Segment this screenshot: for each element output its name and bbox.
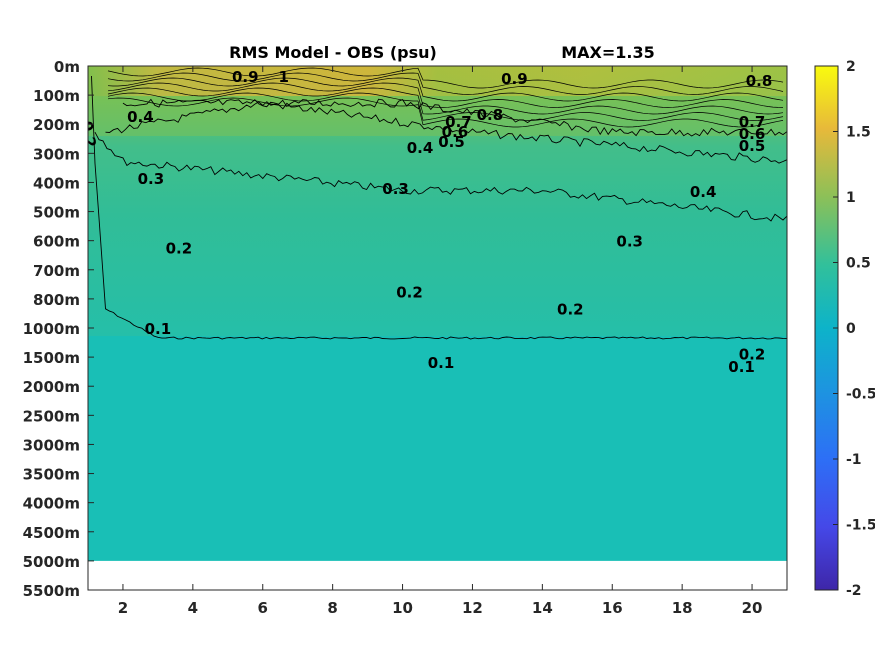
x-tick-label: 4 <box>188 599 198 617</box>
colorbar-tick-label: -2 <box>846 583 862 599</box>
colorbar-tick-label: 1 <box>846 190 856 206</box>
contour-label: 0.5 <box>438 133 465 151</box>
contour-label: 0.3 <box>382 180 409 198</box>
x-tick-label: 18 <box>672 599 693 617</box>
contour-line-0.2 <box>94 132 787 222</box>
colorbar-tick-label: -1 <box>846 452 862 468</box>
y-tick-label: 500m <box>33 204 80 222</box>
colorbar-ticks: 2 1.5 1 0.5 0 -0.5 -1 -1.5 -2 <box>833 59 875 599</box>
y-tick-label: 2500m <box>23 407 80 425</box>
y-tick-label: 1500m <box>23 349 80 367</box>
surface-contour <box>107 72 784 95</box>
contour-label: 0.4 <box>127 108 154 126</box>
y-tick-label: 5500m <box>23 582 80 600</box>
surface-contour <box>107 97 784 128</box>
contour-label: 0.9 <box>232 68 259 86</box>
contour-labels: 0.9 10.40.20.30.70.60.50.80.90.40.30.20.2… <box>77 68 773 376</box>
surface-contour <box>107 92 784 121</box>
x-tick-label: 20 <box>742 599 763 617</box>
surface-contour <box>107 77 784 102</box>
y-tick-label: 700m <box>33 262 80 280</box>
y-tick-label: 5000m <box>23 553 80 571</box>
y-tick-label: 4000m <box>23 495 80 513</box>
field-subsurface <box>88 96 787 136</box>
field-deep <box>88 336 787 561</box>
contour-line-0.1 <box>91 75 787 340</box>
contour-label: 0.2 <box>77 120 99 149</box>
x-tick-label: 16 <box>602 599 623 617</box>
contour-label: 1 <box>279 68 289 86</box>
field-upper <box>88 66 787 336</box>
contour-label: 0.2 <box>396 283 423 301</box>
colorbar-tick-label: -1.5 <box>846 518 875 534</box>
contour-label: 0.3 <box>616 232 643 250</box>
chart-title: RMS Model - OBS (psu) <box>229 43 437 62</box>
x-tick-label: 10 <box>392 599 413 617</box>
x-tick-label: 8 <box>327 599 337 617</box>
contour-line-0.3 <box>105 101 787 164</box>
no-data-region <box>88 560 787 561</box>
y-tick-label: 200m <box>33 116 80 134</box>
contour-label: 0.6 <box>442 123 469 141</box>
colorbar-tick-label: 0 <box>846 321 856 337</box>
y-axis: 0m 100m 200m 300m 400m 500m 600m 700m 800m 1000m 1… <box>23 58 94 600</box>
colorbar-tick-label: 0.5 <box>846 256 871 272</box>
x-tick-label: 12 <box>462 599 483 617</box>
contour-label: 0.7 <box>739 113 766 131</box>
y-tick-label: 600m <box>33 233 80 251</box>
y-tick-label: 1000m <box>23 320 80 338</box>
chart-max-annotation: MAX=1.35 <box>561 43 655 62</box>
heatmap-field: 0.9 10.40.20.30.70.60.50.80.90.40.30.20.2… <box>77 66 787 561</box>
contour-label: 0.8 <box>477 106 504 124</box>
colorbar-tick-label: -0.5 <box>846 387 875 403</box>
y-tick-label: 2000m <box>23 378 80 396</box>
x-axis: 2 4 6 8 10 12 14 16 18 20 <box>118 66 763 617</box>
contour-label: 0.9 <box>501 70 528 88</box>
contour-label: 0.1 <box>145 320 172 338</box>
x-tick-label: 6 <box>258 599 268 617</box>
contour-label: 0.8 <box>746 72 773 90</box>
surface-contour <box>107 87 784 115</box>
contour-label: 0.6 <box>739 125 766 143</box>
colorbar-tick-label: 1.5 <box>846 125 871 141</box>
contour-label: 0.4 <box>690 183 717 201</box>
contour-label: 0.3 <box>138 170 165 188</box>
y-tick-label: 4500m <box>23 524 80 542</box>
surface-contour <box>107 82 784 108</box>
y-tick-label: 0m <box>54 58 80 76</box>
contour-label: 0.7 <box>445 113 472 131</box>
y-tick-label: 3000m <box>23 436 80 454</box>
y-tick-label: 3500m <box>23 466 80 484</box>
y-tick-label: 800m <box>33 291 80 309</box>
contour-lines <box>91 67 787 340</box>
colorbar-tick-label: 2 <box>846 59 856 75</box>
x-tick-label: 14 <box>532 599 553 617</box>
contour-label: 0.1 <box>728 358 755 376</box>
contour-label: 0.2 <box>166 239 193 257</box>
contour-label: 0.5 <box>739 137 766 155</box>
contour-label: 0.4 <box>407 139 434 157</box>
contour-label: 0.1 <box>428 354 455 372</box>
contour-label: 0.2 <box>739 346 766 364</box>
x-tick-label: 2 <box>118 599 128 617</box>
y-tick-label: 300m <box>33 145 80 163</box>
y-tick-label: 400m <box>33 174 80 192</box>
contour-label: 0.2 <box>557 300 584 318</box>
surface-contour <box>107 67 784 89</box>
y-tick-label: 100m <box>33 87 80 105</box>
